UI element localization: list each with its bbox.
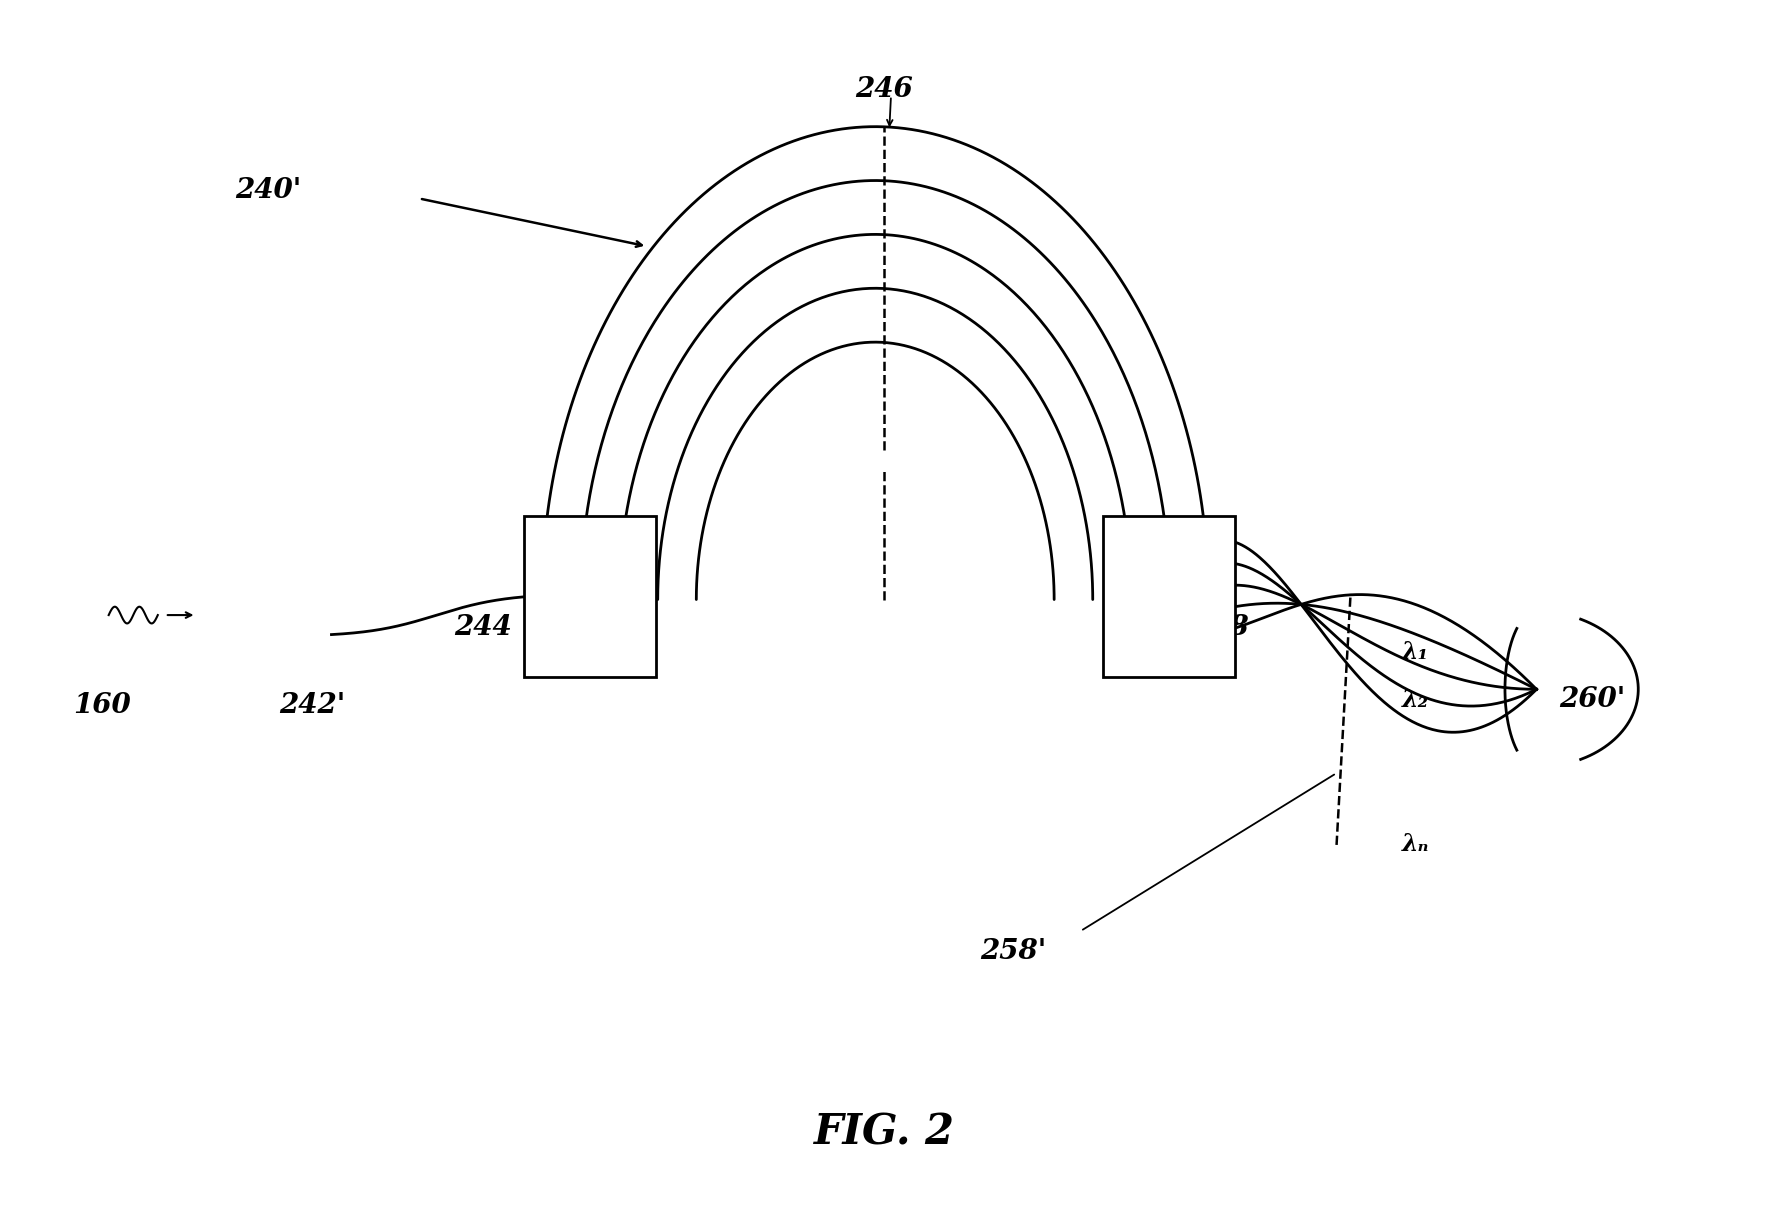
Bar [1103, 516, 1234, 677]
Text: λₙ: λₙ [1402, 832, 1429, 856]
Text: 244: 244 [454, 614, 513, 642]
Text: 240': 240' [235, 178, 301, 205]
Text: 260': 260' [1559, 687, 1625, 713]
Text: λ₁: λ₁ [1402, 641, 1429, 665]
Text: 242': 242' [279, 693, 345, 719]
Text: λ₂: λ₂ [1402, 688, 1429, 712]
Bar [525, 516, 656, 677]
Text: FIG. 2: FIG. 2 [813, 1112, 955, 1153]
Text: 258': 258' [981, 937, 1047, 965]
Text: 160: 160 [74, 693, 131, 719]
Text: 248: 248 [1192, 614, 1248, 642]
Text: 246: 246 [856, 76, 912, 103]
